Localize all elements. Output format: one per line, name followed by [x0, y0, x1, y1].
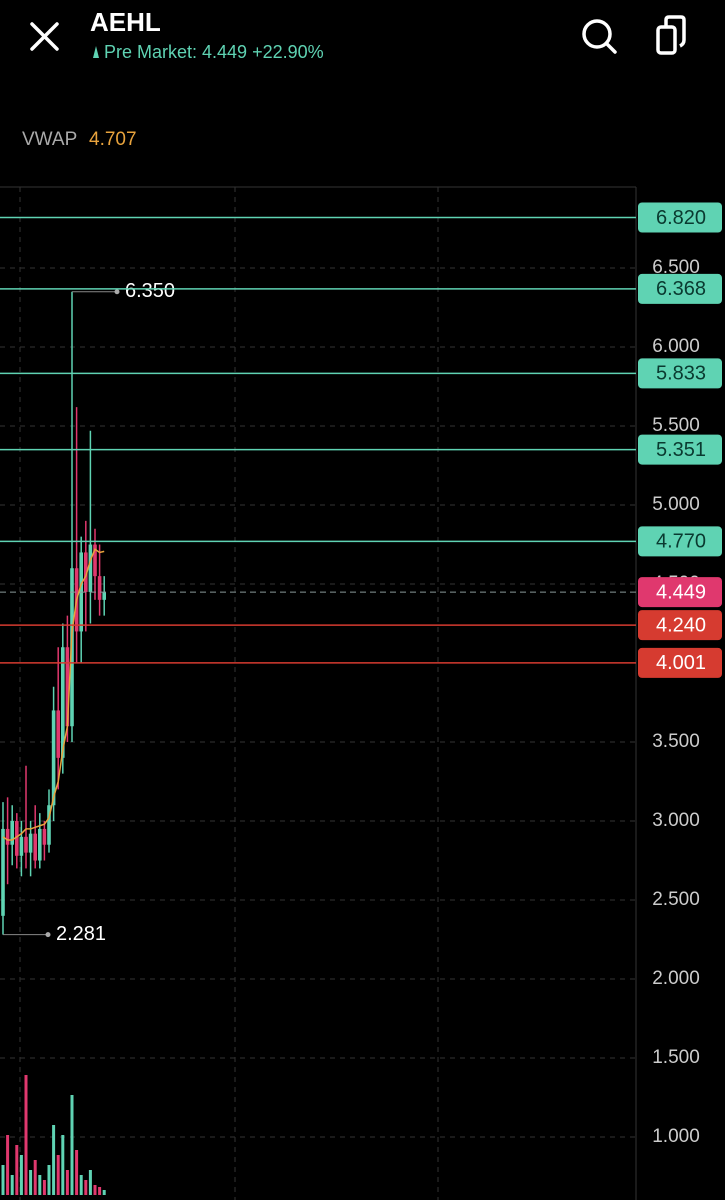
volume-bar [38, 1175, 42, 1195]
candle-body [33, 833, 37, 861]
volume-bar [70, 1095, 74, 1195]
price-tag-label: 4.001 [656, 652, 706, 674]
volume-bar [84, 1180, 88, 1195]
y-tick-label: 5.500 [652, 415, 700, 436]
candle-body [38, 828, 42, 861]
price-tag-label: 5.351 [656, 439, 706, 461]
candle-body [15, 821, 19, 856]
volume-bar [56, 1155, 60, 1195]
high-dot [114, 289, 120, 295]
candle-body [42, 828, 47, 845]
price-tag-label: 4.240 [656, 614, 706, 636]
candle-body [51, 710, 56, 806]
session-quote: Pre Market: 4.449 +22.90% [104, 42, 324, 62]
high-label: 6.350 [125, 280, 175, 302]
candle-body [28, 833, 33, 853]
volume-bar [15, 1145, 19, 1195]
candle-body [10, 821, 14, 845]
search-icon [582, 19, 612, 49]
close-icon [30, 22, 59, 51]
indicator-name: VWAP [22, 129, 77, 150]
volume-bar [33, 1160, 37, 1195]
price-tag-label: 5.833 [656, 363, 706, 385]
candle-body [47, 805, 51, 845]
price-tag [638, 434, 722, 465]
y-tick-label: 1.500 [652, 1047, 700, 1068]
price-tag-label: 6.820 [656, 207, 706, 229]
volume-bar [75, 1150, 79, 1195]
volume-bar [79, 1175, 83, 1195]
candle-body [70, 568, 74, 727]
candle-body [102, 591, 106, 600]
volume-bar [88, 1170, 92, 1195]
candle-body [93, 544, 97, 577]
volume-bar [24, 1075, 28, 1195]
price-tag [638, 610, 722, 641]
y-tick-label: 2.000 [652, 968, 700, 989]
indicator-value: 4.707 [89, 129, 137, 150]
price-tag-label: 6.368 [656, 278, 706, 300]
session-icon [93, 46, 99, 58]
candle-body [84, 552, 88, 592]
volume-bar [61, 1135, 65, 1195]
volume-bar [47, 1165, 51, 1195]
price-tag [638, 202, 722, 233]
volume-bar [52, 1125, 56, 1195]
price-tag [638, 526, 722, 557]
volume-bar [98, 1187, 102, 1195]
candle-body [56, 710, 60, 758]
price-tag [638, 647, 722, 678]
volume-bar [42, 1180, 46, 1195]
candle-body [24, 836, 28, 853]
symbol: AEHL [90, 7, 161, 37]
y-tick-label: 6.000 [652, 336, 700, 357]
volume-bar [6, 1135, 10, 1195]
candle-body [65, 647, 70, 727]
y-tick-label: 6.500 [652, 257, 700, 278]
price-tag [638, 577, 722, 608]
price-tag [638, 273, 722, 304]
y-tick-label: 5.000 [652, 494, 700, 515]
price-tag [638, 358, 722, 389]
candle-body [97, 576, 102, 600]
vwap-line [2, 548, 105, 841]
candle-body [5, 828, 10, 845]
candle-body [1, 828, 5, 916]
volume-bar [1, 1165, 5, 1195]
y-tick-label: 3.500 [652, 731, 700, 752]
y-tick-label: 2.500 [652, 889, 700, 910]
low-dot [45, 932, 51, 938]
search-button[interactable] [582, 19, 617, 54]
volume-bar [102, 1190, 106, 1195]
volume-bar [29, 1170, 33, 1195]
price-tag-label: 4.449 [656, 581, 706, 603]
share-button[interactable] [656, 15, 686, 55]
volume-bar [65, 1170, 69, 1195]
price-tag-label: 4.770 [656, 531, 706, 553]
y-tick-label: 1.000 [652, 1126, 700, 1147]
search-icon [605, 42, 617, 54]
candle-body [19, 836, 24, 856]
close-button[interactable] [30, 22, 59, 51]
candle-body [88, 544, 93, 592]
volume-bar [93, 1185, 97, 1195]
candle-body [61, 647, 65, 758]
low-label: 2.281 [56, 923, 106, 945]
volume-bar [10, 1175, 14, 1195]
volume-bar [19, 1155, 23, 1195]
share-icon [664, 15, 686, 48]
vertical-grid [19, 187, 439, 1200]
y-tick-label: 3.000 [652, 810, 700, 831]
